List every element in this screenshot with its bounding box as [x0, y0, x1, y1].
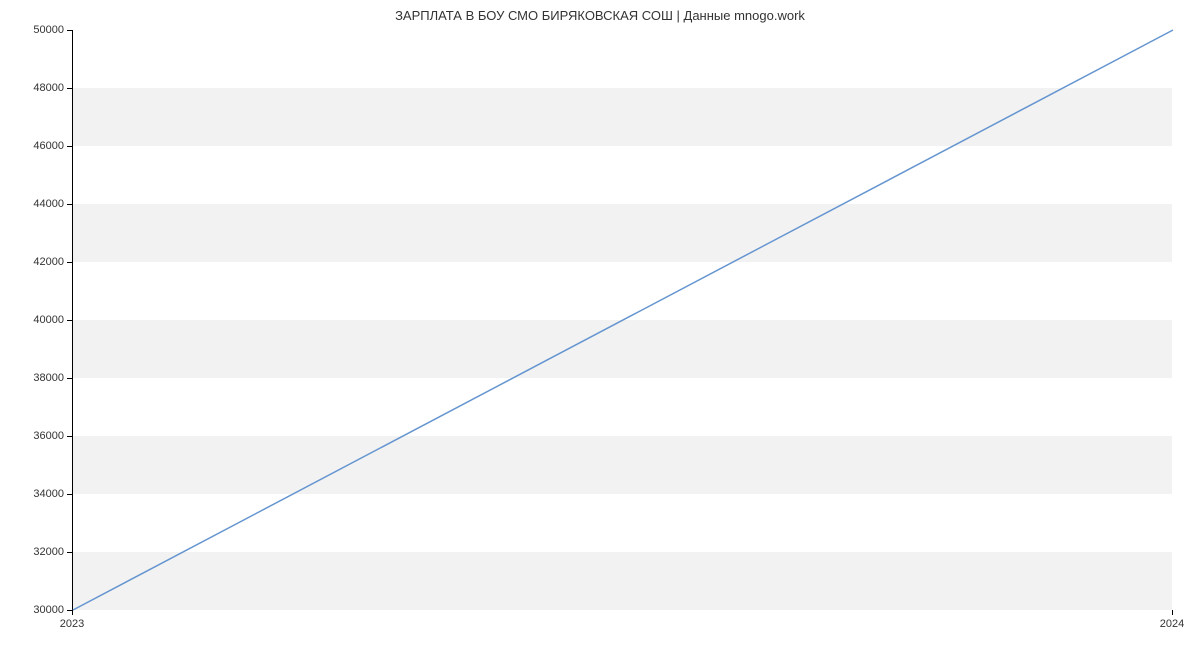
chart-plot-area: [72, 30, 1172, 610]
y-tick-mark: [67, 436, 72, 437]
y-tick-label: 46000: [0, 140, 64, 152]
y-tick-mark: [67, 262, 72, 263]
x-tick-label: 2024: [1160, 618, 1184, 630]
y-tick-label: 40000: [0, 314, 64, 326]
y-tick-label: 42000: [0, 256, 64, 268]
y-tick-mark: [67, 146, 72, 147]
y-tick-mark: [67, 88, 72, 89]
chart-title: ЗАРПЛАТА В БОУ СМО БИРЯКОВСКАЯ СОШ | Дан…: [0, 8, 1200, 23]
y-tick-label: 48000: [0, 82, 64, 94]
y-tick-mark: [67, 204, 72, 205]
y-tick-label: 34000: [0, 488, 64, 500]
y-tick-mark: [67, 378, 72, 379]
chart-line-layer: [73, 30, 1173, 610]
y-tick-label: 50000: [0, 24, 64, 36]
y-tick-label: 38000: [0, 372, 64, 384]
y-tick-mark: [67, 320, 72, 321]
x-tick-label: 2023: [60, 618, 84, 630]
y-tick-mark: [67, 552, 72, 553]
y-tick-mark: [67, 494, 72, 495]
y-tick-label: 30000: [0, 604, 64, 616]
series-line-salary: [73, 30, 1173, 610]
y-tick-label: 44000: [0, 198, 64, 210]
x-tick-mark: [72, 610, 73, 615]
y-tick-mark: [67, 30, 72, 31]
salary-line-chart: ЗАРПЛАТА В БОУ СМО БИРЯКОВСКАЯ СОШ | Дан…: [0, 0, 1200, 650]
y-tick-label: 36000: [0, 430, 64, 442]
x-tick-mark: [1172, 610, 1173, 615]
y-tick-label: 32000: [0, 546, 64, 558]
